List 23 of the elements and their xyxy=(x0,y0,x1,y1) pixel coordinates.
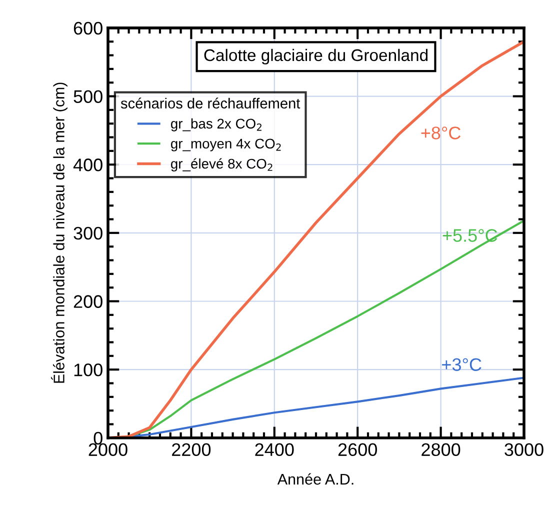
legend-label: gr_moyen 4x CO$_{2}$ xyxy=(170,138,281,152)
x-tick-label: 2400 xyxy=(255,443,294,456)
annotation: +8°C xyxy=(421,126,461,140)
x-tick-label: 2000 xyxy=(88,443,128,456)
y-tick-label: 300 xyxy=(74,226,102,240)
x-tick-label: 2800 xyxy=(422,443,460,456)
y-tick-label: 600 xyxy=(74,22,102,35)
x-tick-label: 2600 xyxy=(338,443,377,456)
legend-label: gr_élevé 8x CO$_{2}$ xyxy=(170,158,272,172)
annotation: +3°C xyxy=(442,358,482,371)
y-tick-label: 400 xyxy=(73,158,102,172)
text: Calotte glaciaire du Groenland xyxy=(204,48,428,64)
legend-label: gr_bas 2x CO$_{2}$ xyxy=(170,118,262,132)
x-tick-label: 2200 xyxy=(172,443,211,456)
legend-title: scénarios de réchauffement xyxy=(120,98,300,109)
annotation: +5.5°C xyxy=(442,229,498,242)
x-axis-title: Année A.D. xyxy=(277,473,354,485)
y-tick-label: 0 xyxy=(94,432,102,445)
y-axis-title: Élévation mondiale du niveau de la mer (cm) xyxy=(51,82,68,383)
y-tick-label: 200 xyxy=(74,295,102,308)
y-tick-label: 100 xyxy=(74,364,102,376)
x-tick-label: 3000 xyxy=(504,443,544,456)
y-tick-label: 500 xyxy=(74,90,102,103)
